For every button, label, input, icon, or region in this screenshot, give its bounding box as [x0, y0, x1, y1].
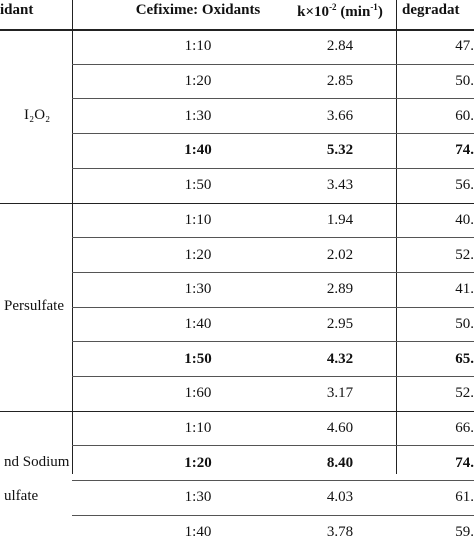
row-divider: [72, 341, 474, 343]
degradation-cell: 61.: [455, 489, 474, 506]
oxidant-label-line: I₂O₂: [24, 106, 51, 123]
ratio-cell: 1:30: [184, 281, 212, 298]
rate-constant-cell: 4.60: [326, 420, 354, 437]
degradation-cell: 47.: [455, 38, 474, 55]
degradation-cell: 74.: [455, 454, 474, 471]
row-divider: [72, 63, 474, 65]
ratio-cell: 1:20: [184, 454, 212, 471]
ratio-cell: 1:30: [184, 489, 212, 506]
degradation-cell: 56.: [455, 177, 474, 194]
header-divider: [0, 29, 474, 31]
rate-constant-cell: 2.89: [326, 281, 354, 298]
ratio-cell: 1:50: [184, 350, 212, 367]
ratio-cell: 1:20: [184, 246, 212, 263]
row-divider: [72, 167, 474, 169]
oxidant-label-line: nd Sodium: [4, 454, 70, 471]
ratio-cell: 1:40: [184, 315, 212, 332]
column-divider: [396, 0, 397, 474]
rate-constant-cell: 2.85: [326, 73, 354, 90]
row-divider: [72, 514, 474, 516]
rate-constant-cell: 3.17: [326, 385, 354, 402]
rate-constant-cell: 3.43: [326, 177, 354, 194]
ratio-cell: 1:10: [184, 420, 212, 437]
ratio-cell: 1:40: [184, 524, 212, 541]
header-rate-constant: k×10-2 (min-1): [297, 2, 383, 20]
degradation-cell: 59.: [455, 524, 474, 541]
degradation-cell: 41.: [455, 281, 474, 298]
header-ratio: Cefixime: Oxidants: [135, 2, 261, 18]
ratio-cell: 1:30: [184, 107, 212, 124]
ratio-cell: 1:50: [184, 177, 212, 194]
row-divider: [72, 98, 474, 100]
rate-constant-cell: 2.02: [326, 246, 354, 263]
row-divider: [72, 376, 474, 377]
row-divider: [72, 306, 474, 308]
row-divider: [72, 133, 474, 135]
degradation-cell: 52.: [455, 246, 474, 263]
row-divider: [72, 480, 474, 482]
row-divider: [72, 271, 474, 273]
degradation-cell: 66.: [455, 420, 474, 437]
rate-constant-cell: 4.03: [326, 489, 354, 506]
rate-constant-cell: 1.94: [326, 211, 354, 228]
degradation-cell: 65.: [455, 350, 474, 367]
degradation-cell: 40.: [455, 211, 474, 228]
degradation-cell: 60.: [455, 107, 474, 124]
degradation-cell: 74.: [455, 142, 474, 159]
header-oxidant: idant: [0, 2, 34, 18]
column-divider: [72, 0, 73, 474]
rate-constant-cell: 3.78: [326, 524, 354, 541]
oxidant-label-line: Persulfate: [4, 297, 64, 314]
row-divider: [72, 445, 474, 447]
rate-constant-cell: 4.32: [326, 350, 354, 367]
ratio-cell: 1:20: [184, 73, 212, 90]
rate-constant-cell: 2.84: [326, 38, 354, 55]
oxidant-label-line: ulfate: [4, 488, 39, 505]
rate-constant-cell: 2.95: [326, 315, 354, 332]
degradation-cell: 50.: [455, 315, 474, 332]
rate-constant-cell: 5.32: [326, 142, 354, 159]
degradation-cell: 50.: [455, 73, 474, 90]
ratio-cell: 1:60: [184, 385, 212, 402]
ratio-cell: 1:10: [184, 38, 212, 55]
ratio-cell: 1:10: [184, 211, 212, 228]
ratio-cell: 1:40: [184, 142, 212, 159]
group-divider: [0, 202, 474, 204]
rate-constant-cell: 8.40: [326, 454, 354, 471]
row-divider: [72, 237, 474, 239]
rate-constant-cell: 3.66: [326, 107, 354, 124]
header-degradation: degradat: [402, 2, 460, 18]
degradation-cell: 52.: [455, 385, 474, 402]
group-divider: [0, 410, 474, 412]
